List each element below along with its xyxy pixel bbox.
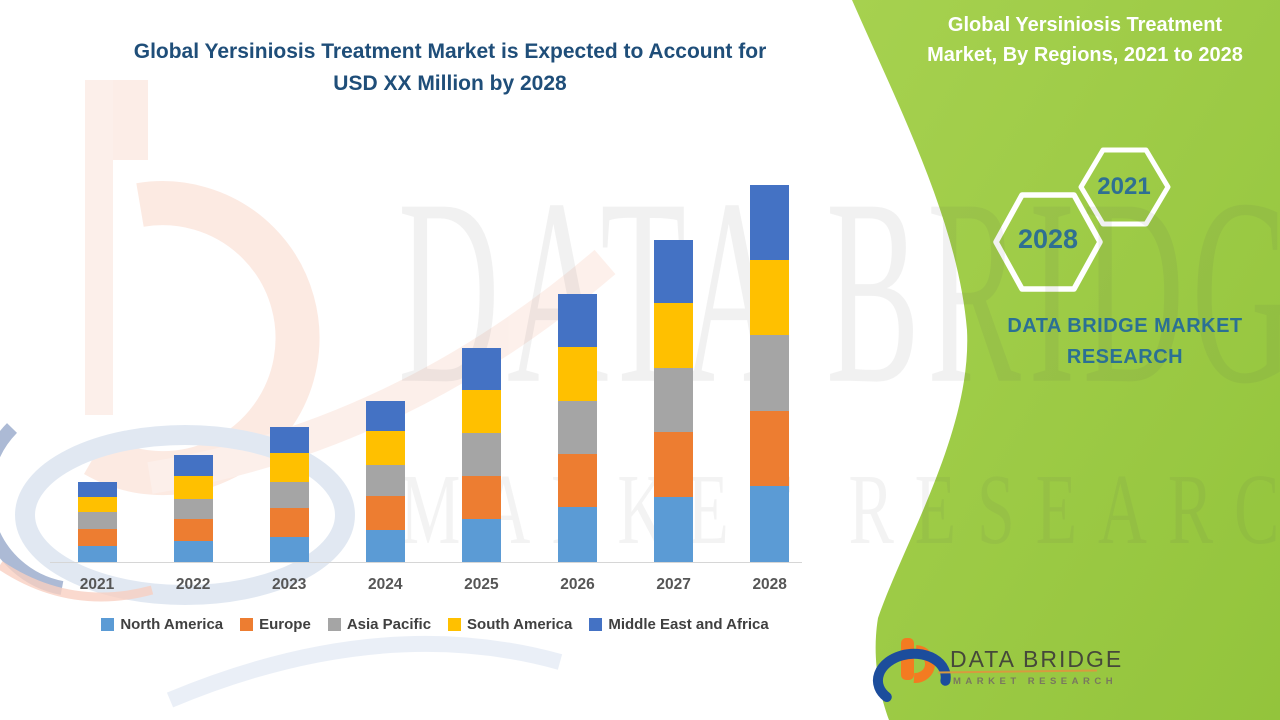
bar-segment-2021-asia-pacific <box>77 512 117 529</box>
watermark-logo-b-icon <box>0 80 616 708</box>
x-axis-label-2024: 2024 <box>368 576 403 593</box>
legend-item-europe: Europe <box>240 616 311 633</box>
legend-label: Asia Pacific <box>346 616 432 633</box>
legend-swatch-icon <box>589 618 603 631</box>
bar-segment-2023-asia-pacific <box>269 482 309 508</box>
bar-segment-2023-north-america <box>269 537 309 562</box>
x-axis-label-2021: 2021 <box>79 576 115 593</box>
legend-item-asia-pacific: Asia Pacific <box>327 616 432 633</box>
x-axis-label-2027: 2027 <box>656 576 691 593</box>
legend-label: South America <box>467 616 573 633</box>
bar-segment-2023-europe <box>269 508 309 537</box>
legend-label: Europe <box>259 616 311 633</box>
legend-item-north-america: North America <box>101 616 223 633</box>
bar-segment-2026-europe <box>558 454 597 507</box>
bar-segment-2022-north-america <box>173 541 213 562</box>
bar-segment-2022-asia-pacific <box>173 499 213 519</box>
hexagon-2021-icon <box>1078 147 1171 227</box>
legend-swatch-icon <box>448 618 462 631</box>
bar-segment-2021-south-america <box>77 497 117 512</box>
x-axis-label-2023: 2023 <box>271 576 307 593</box>
x-axis-label-2028: 2028 <box>752 576 787 593</box>
bar-segment-2027-south-america <box>654 303 694 368</box>
side-panel-brand-text: DATA BRIDGE MARKET RESEARCH <box>1007 315 1243 368</box>
green-side-panel <box>852 0 1280 720</box>
x-axis-label-2025: 2025 <box>464 576 499 593</box>
hexagon-year-2028: 2028 <box>1017 224 1079 254</box>
bar-segment-2024-north-america <box>365 530 405 562</box>
bar-segment-2025-middle-east-and-africa <box>461 348 501 390</box>
bar-segment-2022-europe <box>173 519 213 541</box>
bar-segment-2024-middle-east-and-africa <box>365 401 405 431</box>
chart-title: Global Yersiniosis Treatment Market is E… <box>75 36 825 100</box>
hexagon-year-2021: 2021 <box>1097 173 1151 200</box>
legend-swatch-icon <box>240 618 254 631</box>
bar-segment-2021-north-america <box>77 546 117 562</box>
bar-segment-2026-south-america <box>558 347 597 401</box>
bar-segment-2021-middle-east-and-africa <box>77 482 117 497</box>
bar-segment-2028-middle-east-and-africa <box>750 185 790 260</box>
bar-segment-2022-middle-east-and-africa <box>173 455 213 476</box>
x-axis-line <box>50 562 802 563</box>
x-axis-label-2026: 2026 <box>560 576 595 593</box>
bar-segment-2025-south-america <box>461 390 501 433</box>
bar-segment-2024-south-america <box>365 431 405 465</box>
side-panel-heading-line2: Market, By Regions, 2021 to 2028 <box>927 44 1243 66</box>
bar-segment-2027-north-america <box>654 497 694 562</box>
logo-wordmark: DATA BRIDGE <box>950 646 1124 672</box>
bar-segment-2028-europe <box>750 411 790 486</box>
bar-segment-2026-middle-east-and-africa <box>558 294 597 347</box>
bar-segment-2024-asia-pacific <box>365 465 405 496</box>
bar-segment-2028-north-america <box>750 486 790 562</box>
legend-swatch-icon <box>101 618 115 631</box>
bar-segment-2021-europe <box>77 529 117 546</box>
side-panel-heading: Global Yersiniosis Treatment Market, By … <box>896 10 1274 70</box>
bar-segment-2027-europe <box>654 432 694 497</box>
side-panel-heading-line1: Global Yersiniosis Treatment <box>947 14 1223 36</box>
bar-segment-2023-south-america <box>269 453 309 482</box>
legend-item-middle-east-and-africa: Middle East and Africa <box>589 616 769 633</box>
bar-segment-2027-middle-east-and-africa <box>654 240 694 303</box>
bar-segment-2028-south-america <box>750 260 790 335</box>
bar-segment-2028-asia-pacific <box>750 335 790 411</box>
bar-segment-2022-south-america <box>173 476 213 499</box>
hexagon-2028-icon <box>993 192 1103 292</box>
chart-title-line1: Global Yersiniosis Treatment Market is E… <box>133 40 767 63</box>
legend-label: North America <box>120 616 224 633</box>
bar-segment-2025-asia-pacific <box>461 433 501 476</box>
bar-segment-2023-middle-east-and-africa <box>269 427 309 453</box>
x-axis-label-2022: 2022 <box>175 576 211 593</box>
legend-swatch-icon <box>327 618 341 631</box>
legend-item-south-america: South America <box>448 616 572 633</box>
legend-label: Middle East and Africa <box>608 616 769 633</box>
bar-segment-2025-europe <box>461 476 501 519</box>
bar-segment-2026-asia-pacific <box>558 401 597 454</box>
chart-title-line2: USD XX Million by 2028 <box>333 72 567 95</box>
chart-legend: North America Europe Asia Pacific South Ame… <box>40 616 830 633</box>
bar-segment-2026-north-america <box>558 507 597 562</box>
bar-segment-2027-asia-pacific <box>654 368 694 432</box>
bar-segment-2025-north-america <box>461 519 501 562</box>
data-bridge-logo-mark-icon <box>872 638 1098 702</box>
bar-segment-2024-europe <box>365 496 405 530</box>
logo-subtext: MARKET RESEARCH <box>953 676 1118 687</box>
